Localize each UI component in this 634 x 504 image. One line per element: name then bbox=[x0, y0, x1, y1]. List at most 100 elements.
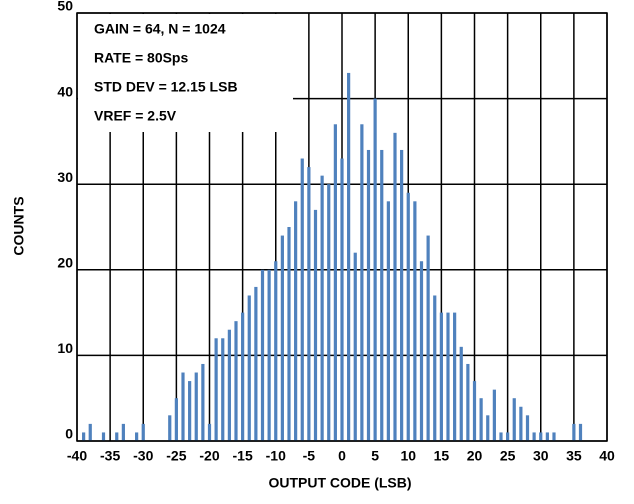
bar bbox=[241, 312, 245, 441]
bar bbox=[135, 432, 139, 441]
bar bbox=[141, 423, 145, 441]
bar bbox=[419, 261, 424, 441]
bar bbox=[446, 312, 450, 441]
bar bbox=[572, 423, 576, 441]
x-tick-label: -35 bbox=[100, 448, 120, 464]
bar bbox=[552, 432, 556, 441]
x-tick-label: 40 bbox=[599, 448, 615, 464]
bar bbox=[466, 363, 470, 441]
bar bbox=[313, 209, 318, 441]
bar bbox=[393, 132, 397, 441]
x-tick-label: 5 bbox=[371, 448, 379, 464]
bar bbox=[506, 432, 510, 441]
bar bbox=[439, 312, 443, 441]
bar bbox=[366, 149, 371, 441]
bar bbox=[174, 398, 178, 441]
bar bbox=[406, 192, 410, 441]
bar bbox=[373, 98, 377, 441]
bar bbox=[519, 406, 523, 441]
x-tick-label: -40 bbox=[67, 448, 87, 464]
bar bbox=[320, 175, 324, 441]
bar bbox=[347, 72, 351, 442]
bar bbox=[307, 167, 311, 441]
bar bbox=[327, 184, 331, 441]
x-tick-label: 0 bbox=[338, 448, 346, 464]
bar bbox=[472, 381, 477, 441]
bar bbox=[221, 338, 225, 441]
bar bbox=[545, 432, 549, 441]
bar bbox=[294, 201, 298, 441]
bar bbox=[181, 372, 185, 441]
bar bbox=[333, 124, 337, 441]
bar bbox=[201, 363, 205, 441]
bar bbox=[254, 286, 258, 441]
bar bbox=[88, 423, 92, 441]
bar bbox=[380, 149, 384, 441]
bar bbox=[486, 415, 490, 441]
annotation-box bbox=[78, 14, 293, 132]
y-tick-label: 0 bbox=[65, 426, 73, 442]
y-axis-label: COUNTS bbox=[11, 196, 27, 255]
bar bbox=[207, 423, 212, 441]
bar bbox=[82, 432, 86, 441]
bar bbox=[194, 372, 198, 441]
bar bbox=[578, 423, 583, 441]
y-tick-label: 30 bbox=[57, 169, 73, 185]
bar bbox=[433, 295, 437, 441]
bar bbox=[426, 235, 430, 441]
bar bbox=[168, 415, 172, 441]
x-tick-label: 25 bbox=[500, 448, 516, 464]
bar bbox=[360, 124, 364, 441]
bar bbox=[453, 312, 457, 441]
bar bbox=[492, 389, 496, 441]
bar bbox=[234, 321, 238, 441]
bar bbox=[539, 432, 543, 441]
bar bbox=[525, 415, 530, 441]
bar bbox=[274, 261, 278, 441]
bar bbox=[532, 432, 536, 441]
x-tick-label: -15 bbox=[233, 448, 253, 464]
y-tick-label: 20 bbox=[57, 255, 73, 271]
x-tick-label: -5 bbox=[303, 448, 316, 464]
x-tick-label: 15 bbox=[434, 448, 450, 464]
plot-frame bbox=[76, 12, 608, 442]
x-axis-label: OUTPUT CODE (LSB) bbox=[268, 475, 411, 491]
annotation: GAIN = 64, N = 1024 bbox=[94, 21, 226, 37]
bar bbox=[340, 158, 344, 441]
x-tick-label: -25 bbox=[166, 448, 186, 464]
bar bbox=[499, 432, 503, 441]
annotation: VREF = 2.5V bbox=[94, 108, 177, 124]
x-tick-label: 20 bbox=[467, 448, 483, 464]
bar bbox=[413, 201, 417, 441]
y-tick-label: 50 bbox=[57, 0, 73, 14]
x-tick-label: 10 bbox=[400, 448, 416, 464]
bar bbox=[227, 329, 231, 441]
x-tick-label: 35 bbox=[566, 448, 582, 464]
bar bbox=[260, 269, 265, 441]
bar bbox=[247, 295, 251, 441]
bar bbox=[512, 398, 516, 441]
bar bbox=[353, 252, 357, 441]
annotation: RATE = 80Sps bbox=[94, 50, 188, 66]
bar bbox=[459, 346, 463, 441]
x-tick-label: 30 bbox=[533, 448, 549, 464]
bar bbox=[300, 158, 304, 441]
annotation: STD DEV = 12.15 LSB bbox=[94, 79, 238, 95]
bar bbox=[115, 432, 119, 441]
x-tick-label: -10 bbox=[266, 448, 286, 464]
bar bbox=[121, 423, 125, 441]
x-tick-label: -20 bbox=[199, 448, 219, 464]
x-tick-label: -30 bbox=[133, 448, 153, 464]
bar bbox=[101, 432, 106, 441]
bar bbox=[280, 235, 284, 441]
bar bbox=[386, 201, 390, 441]
bar bbox=[400, 149, 404, 441]
y-tick-label: 10 bbox=[57, 340, 73, 356]
bar bbox=[214, 338, 218, 441]
y-tick-label: 40 bbox=[57, 83, 73, 99]
bar bbox=[479, 398, 483, 441]
bar bbox=[188, 381, 192, 441]
bar bbox=[267, 269, 271, 441]
bar bbox=[287, 227, 291, 441]
